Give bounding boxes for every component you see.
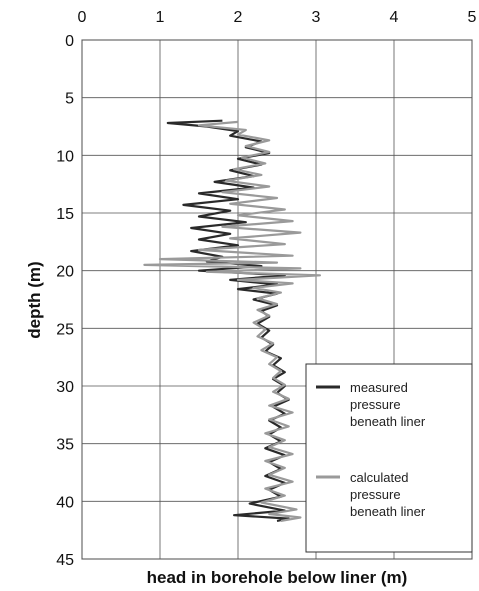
series-lines bbox=[143, 119, 321, 522]
x-tick-label: 0 bbox=[78, 9, 87, 26]
x-axis-title: head in borehole below liner (m) bbox=[147, 568, 408, 587]
x-tick-labels: 0 1 2 3 4 5 bbox=[78, 9, 477, 26]
legend-label-line: pressure bbox=[350, 487, 401, 502]
legend-label-line: beneath liner bbox=[350, 414, 426, 429]
y-tick-label: 45 bbox=[56, 552, 74, 569]
legend-label-measured: measured pressure beneath liner bbox=[350, 380, 426, 429]
y-tick-labels: 0 5 10 15 20 25 30 35 40 45 bbox=[56, 33, 74, 569]
y-tick-label: 25 bbox=[56, 321, 74, 338]
legend-label-calculated: calculated pressure beneath liner bbox=[350, 470, 426, 519]
y-tick-label: 40 bbox=[56, 494, 74, 511]
y-tick-label: 0 bbox=[65, 33, 74, 50]
y-tick-label: 5 bbox=[65, 91, 74, 108]
y-axis-title: depth (m) bbox=[25, 261, 44, 338]
legend-label-line: calculated bbox=[350, 470, 409, 485]
legend-label-line: beneath liner bbox=[350, 504, 426, 519]
y-tick-label: 10 bbox=[56, 148, 74, 165]
legend-label-line: measured bbox=[350, 380, 408, 395]
series-line-calculated bbox=[143, 120, 321, 522]
y-tick-label: 15 bbox=[56, 206, 74, 223]
legend-label-line: pressure bbox=[350, 397, 401, 412]
x-tick-label: 2 bbox=[234, 9, 243, 26]
y-tick-label: 20 bbox=[56, 264, 74, 281]
x-tick-label: 3 bbox=[312, 9, 321, 26]
y-tick-label: 30 bbox=[56, 379, 74, 396]
x-tick-label: 5 bbox=[468, 9, 477, 26]
x-tick-label: 1 bbox=[156, 9, 165, 26]
x-tick-label: 4 bbox=[390, 9, 399, 26]
legend: measured pressure beneath liner calculated… bbox=[305, 363, 473, 553]
y-tick-label: 35 bbox=[56, 437, 74, 454]
legend-box bbox=[305, 363, 473, 553]
